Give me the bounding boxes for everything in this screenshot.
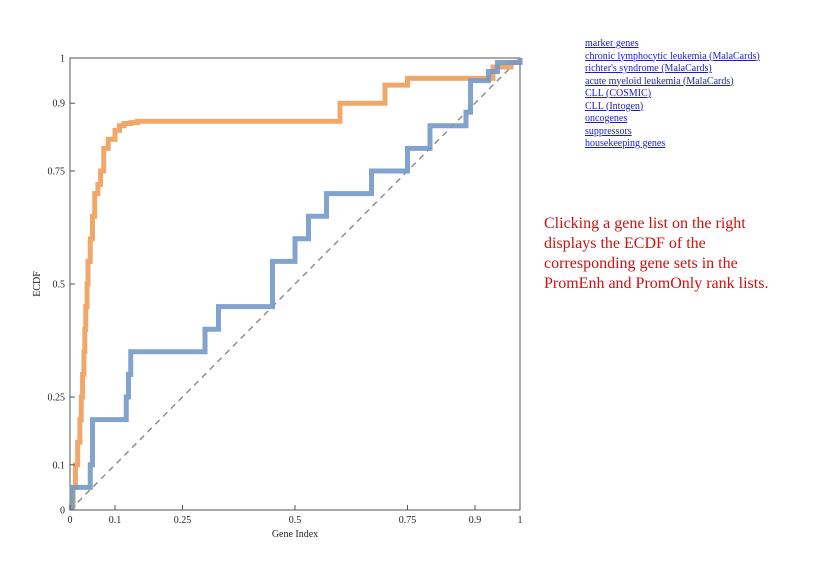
y-axis: 0 0.1 0.25 0.5 0.75 0.9 1 [48,54,75,517]
gene-list-links: marker genes chronic lymphocytic leukemia… [585,38,760,151]
x-tick-label: 1 [518,515,523,526]
x-tick-label: 0 [68,515,73,526]
x-tick-label: 0.1 [109,515,122,526]
y-tick-label: 0.1 [53,460,66,471]
instruction-text: Clicking a gene list on the right displa… [544,215,769,292]
gene-list-link[interactable]: marker genes [585,38,639,49]
y-tick-label: 0.75 [48,167,66,178]
gene-list-link[interactable]: suppressors [585,125,632,137]
gene-list-link[interactable]: richter's syndrome (MalaCards) [585,63,712,74]
y-tick-label: 0.9 [53,99,66,110]
ecdf-chart: 0 0.1 0.25 0.5 0.75 0.9 1 00.10.250.50.750.91 … [32,54,523,540]
y-tick-label: 0 [60,506,65,517]
x-tick-label: 0.9 [469,515,482,526]
x-tick-label: 0.5 [289,515,302,526]
diagonal-reference-line [69,57,521,511]
x-tick-label: 0.25 [174,515,192,526]
x-tick-label: 0.75 [399,515,417,526]
ecdf-series-0 [68,58,523,510]
gene-list-link[interactable]: CLL (COSMIC) [585,88,652,99]
ecdf-series-1 [69,58,523,510]
series-layer [68,58,523,510]
gene-list-link[interactable]: CLL (Intogen) [585,100,644,112]
gene-list-link[interactable]: acute myeloid leukemia (MalaCards) [585,75,734,87]
gene-list-link[interactable]: housekeeping genes [585,138,666,149]
y-axis-title: ECDF [32,271,43,297]
x-axis: 0 0.1 0.25 0.5 0.75 0.9 1 [68,505,523,526]
x-axis-title: Gene Index [272,529,318,540]
gene-list-link[interactable]: oncogenes [585,113,628,124]
gene-list-link[interactable]: chronic lymphocytic leukemia (MalaCards) [585,50,760,62]
y-tick-label: 1 [60,54,65,65]
y-tick-label: 0.5 [53,280,66,291]
y-tick-label: 0.25 [48,393,66,404]
